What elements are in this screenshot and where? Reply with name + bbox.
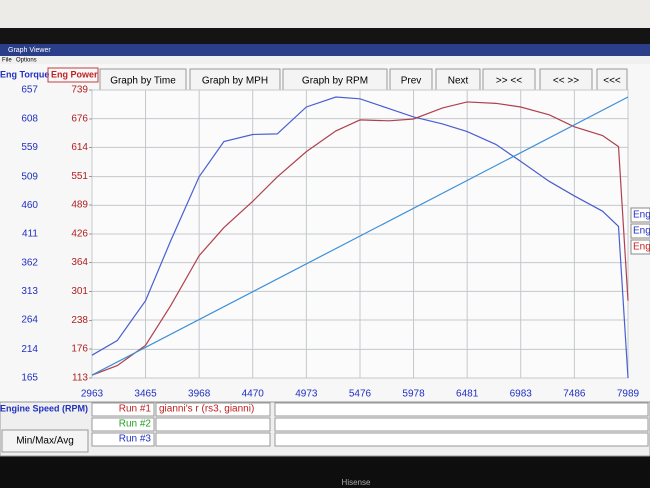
y-tick-label: 460 (21, 200, 38, 211)
y2-tick-label: 551 (71, 171, 88, 182)
x-tick-label: 3465 (134, 389, 157, 400)
y-tick-label: 264 (21, 315, 38, 326)
x-tick-label: 7486 (563, 389, 586, 400)
x-tick-label: 4973 (295, 389, 318, 400)
window-title: Graph Viewer (8, 47, 51, 54)
run-label: Run #1 (119, 404, 152, 415)
y2-tick-label: 739 (71, 85, 88, 96)
menu-bar (0, 56, 650, 64)
run-description-box (155, 432, 271, 447)
y-tick-label: 362 (21, 257, 38, 268)
run-detail-box (274, 432, 649, 447)
run-box (91, 402, 155, 417)
y2-tick-label: 614 (71, 142, 88, 153)
menu-item[interactable]: File (2, 58, 12, 64)
toolbar-button-label[interactable]: Graph by RPM (302, 76, 368, 87)
series-line (91, 101, 629, 376)
series-line (91, 96, 629, 379)
y2-tick-label: 364 (71, 257, 88, 268)
run-description-box (155, 417, 271, 432)
run-box (91, 432, 155, 447)
y-tick-label: 559 (21, 142, 38, 153)
x-axis-title: Engine Speed (RPM) (0, 403, 88, 413)
menu-item[interactable]: Options (16, 58, 37, 64)
y-tick-label: 411 (22, 229, 38, 240)
y-tick-label: 313 (21, 286, 38, 297)
y-tick-label: 608 (21, 113, 38, 124)
y-tick-label: 509 (21, 171, 38, 182)
y-tick-label: 214 (21, 344, 38, 355)
x-tick-label: 7989 (617, 389, 640, 400)
y2-tick-label: 301 (71, 286, 88, 297)
side-box (630, 223, 650, 239)
button-label[interactable]: Min/Max/Avg (16, 436, 74, 447)
side-box (630, 207, 650, 223)
series-line (91, 96, 629, 376)
run-label: Run #2 (119, 419, 152, 430)
toolbar-button-label[interactable]: Prev (401, 76, 422, 87)
run-description: gianni's r (rs3, gianni) (159, 404, 254, 415)
title-bar (0, 44, 650, 56)
side-label: Eng (633, 242, 650, 253)
y-tick-label: 657 (21, 85, 38, 96)
toolbar-button-label[interactable]: << >> (553, 76, 579, 87)
run-detail-box (274, 402, 649, 417)
x-tick-label: 5476 (349, 389, 372, 400)
y2-tick-label: 113 (72, 373, 88, 384)
y2-tick-label: 426 (71, 229, 88, 240)
bezel-bottom (0, 456, 650, 488)
y-axis-title: Eng Torque (0, 69, 49, 79)
run-description-box (155, 402, 271, 417)
toolbar-button-label[interactable]: >> << (496, 76, 522, 87)
y2-axis-title: Eng Power (51, 69, 98, 79)
toolbar-button-label[interactable]: <<< (603, 76, 621, 87)
x-tick-label: 6983 (510, 389, 533, 400)
y2-tick-label: 176 (71, 344, 88, 355)
y2-tick-label: 676 (71, 114, 88, 125)
min-max-avg-button[interactable] (1, 429, 89, 453)
x-tick-label: 2963 (81, 389, 104, 400)
bezel-top (0, 28, 650, 44)
x-tick-label: 3968 (188, 389, 211, 400)
toolbar-button-label[interactable]: Graph by MPH (202, 76, 268, 87)
x-tick-label: 5978 (402, 389, 425, 400)
brand: Hisense (342, 478, 371, 487)
x-tick-label: 4470 (242, 389, 265, 400)
y2-tick-label: 238 (71, 315, 88, 326)
wall (0, 0, 650, 30)
side-label: Eng (633, 226, 650, 237)
side-label: Eng (633, 210, 650, 221)
run-detail-box (274, 417, 649, 432)
toolbar-button-label[interactable]: Graph by Time (110, 76, 176, 87)
run-box (91, 417, 155, 432)
x-tick-label: 6481 (456, 389, 479, 400)
y2-title-box (47, 67, 99, 83)
side-box (630, 239, 650, 255)
y-tick-label: 165 (21, 373, 38, 384)
toolbar-button-label[interactable]: Next (448, 76, 469, 87)
y2-tick-label: 489 (71, 200, 88, 211)
run-label: Run #3 (119, 434, 152, 445)
